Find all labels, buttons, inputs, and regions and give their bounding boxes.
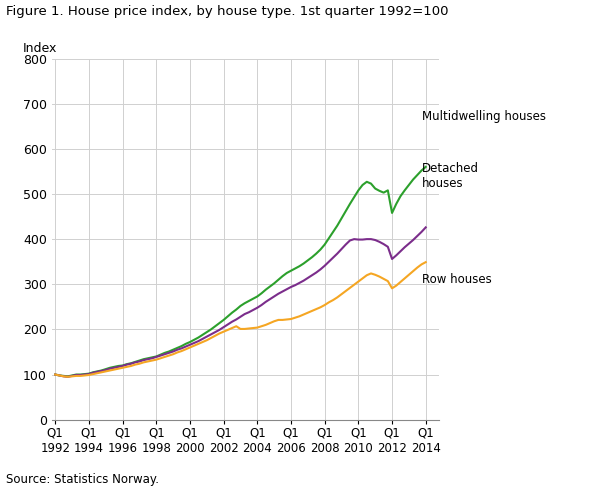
Text: Figure 1. House price index, by house type. 1st quarter 1992=100: Figure 1. House price index, by house ty… <box>6 5 448 18</box>
Text: Index: Index <box>23 42 57 55</box>
Text: Row houses: Row houses <box>422 273 492 286</box>
Text: Detached
houses: Detached houses <box>422 162 479 190</box>
Text: Source: Statistics Norway.: Source: Statistics Norway. <box>6 472 159 486</box>
Text: Multidwelling houses: Multidwelling houses <box>422 110 547 123</box>
